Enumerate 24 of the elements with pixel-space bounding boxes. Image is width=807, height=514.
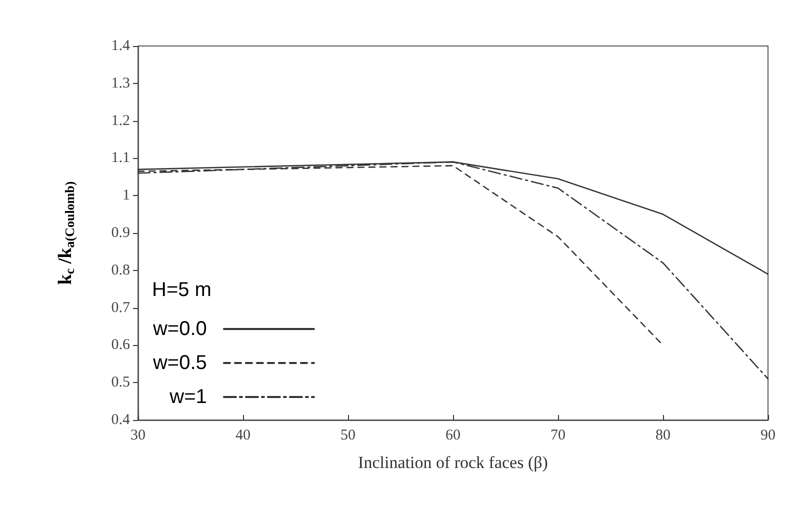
- legend-title: H=5 m: [152, 279, 212, 301]
- x-tick-label: 60: [446, 428, 460, 444]
- y-tick-label: 0.8: [111, 262, 130, 278]
- y-tick-label: 1.1: [111, 150, 130, 166]
- y-tick-label: 1.2: [111, 112, 130, 129]
- y-tick-label: 0.4: [111, 412, 130, 428]
- y-axis-title: kc /ka(Coulomb): [55, 181, 77, 285]
- y-tick-label: 1.3: [111, 75, 130, 92]
- y-tick-label: 1: [122, 188, 130, 204]
- legend-label: w=1: [168, 386, 207, 408]
- x-tick-label: 30: [130, 428, 146, 444]
- x-tick-label: 50: [340, 428, 356, 444]
- x-tick-label: 90: [760, 428, 776, 444]
- y-tick-label: 0.5: [111, 374, 130, 391]
- x-axis-title: Inclination of rock faces (β): [358, 453, 548, 472]
- y-tick-label: 1.4: [111, 38, 130, 54]
- x-tick-label: 40: [236, 428, 250, 444]
- y-tick-label: 0.9: [111, 225, 130, 241]
- x-tick-label: 80: [656, 428, 670, 444]
- y-tick-label: 0.6: [111, 337, 130, 354]
- legend-label: w=0.0: [152, 318, 207, 340]
- legend-label: w=0.5: [152, 352, 207, 374]
- y-tick-label: 0.7: [111, 300, 130, 316]
- x-tick-label: 70: [550, 428, 566, 444]
